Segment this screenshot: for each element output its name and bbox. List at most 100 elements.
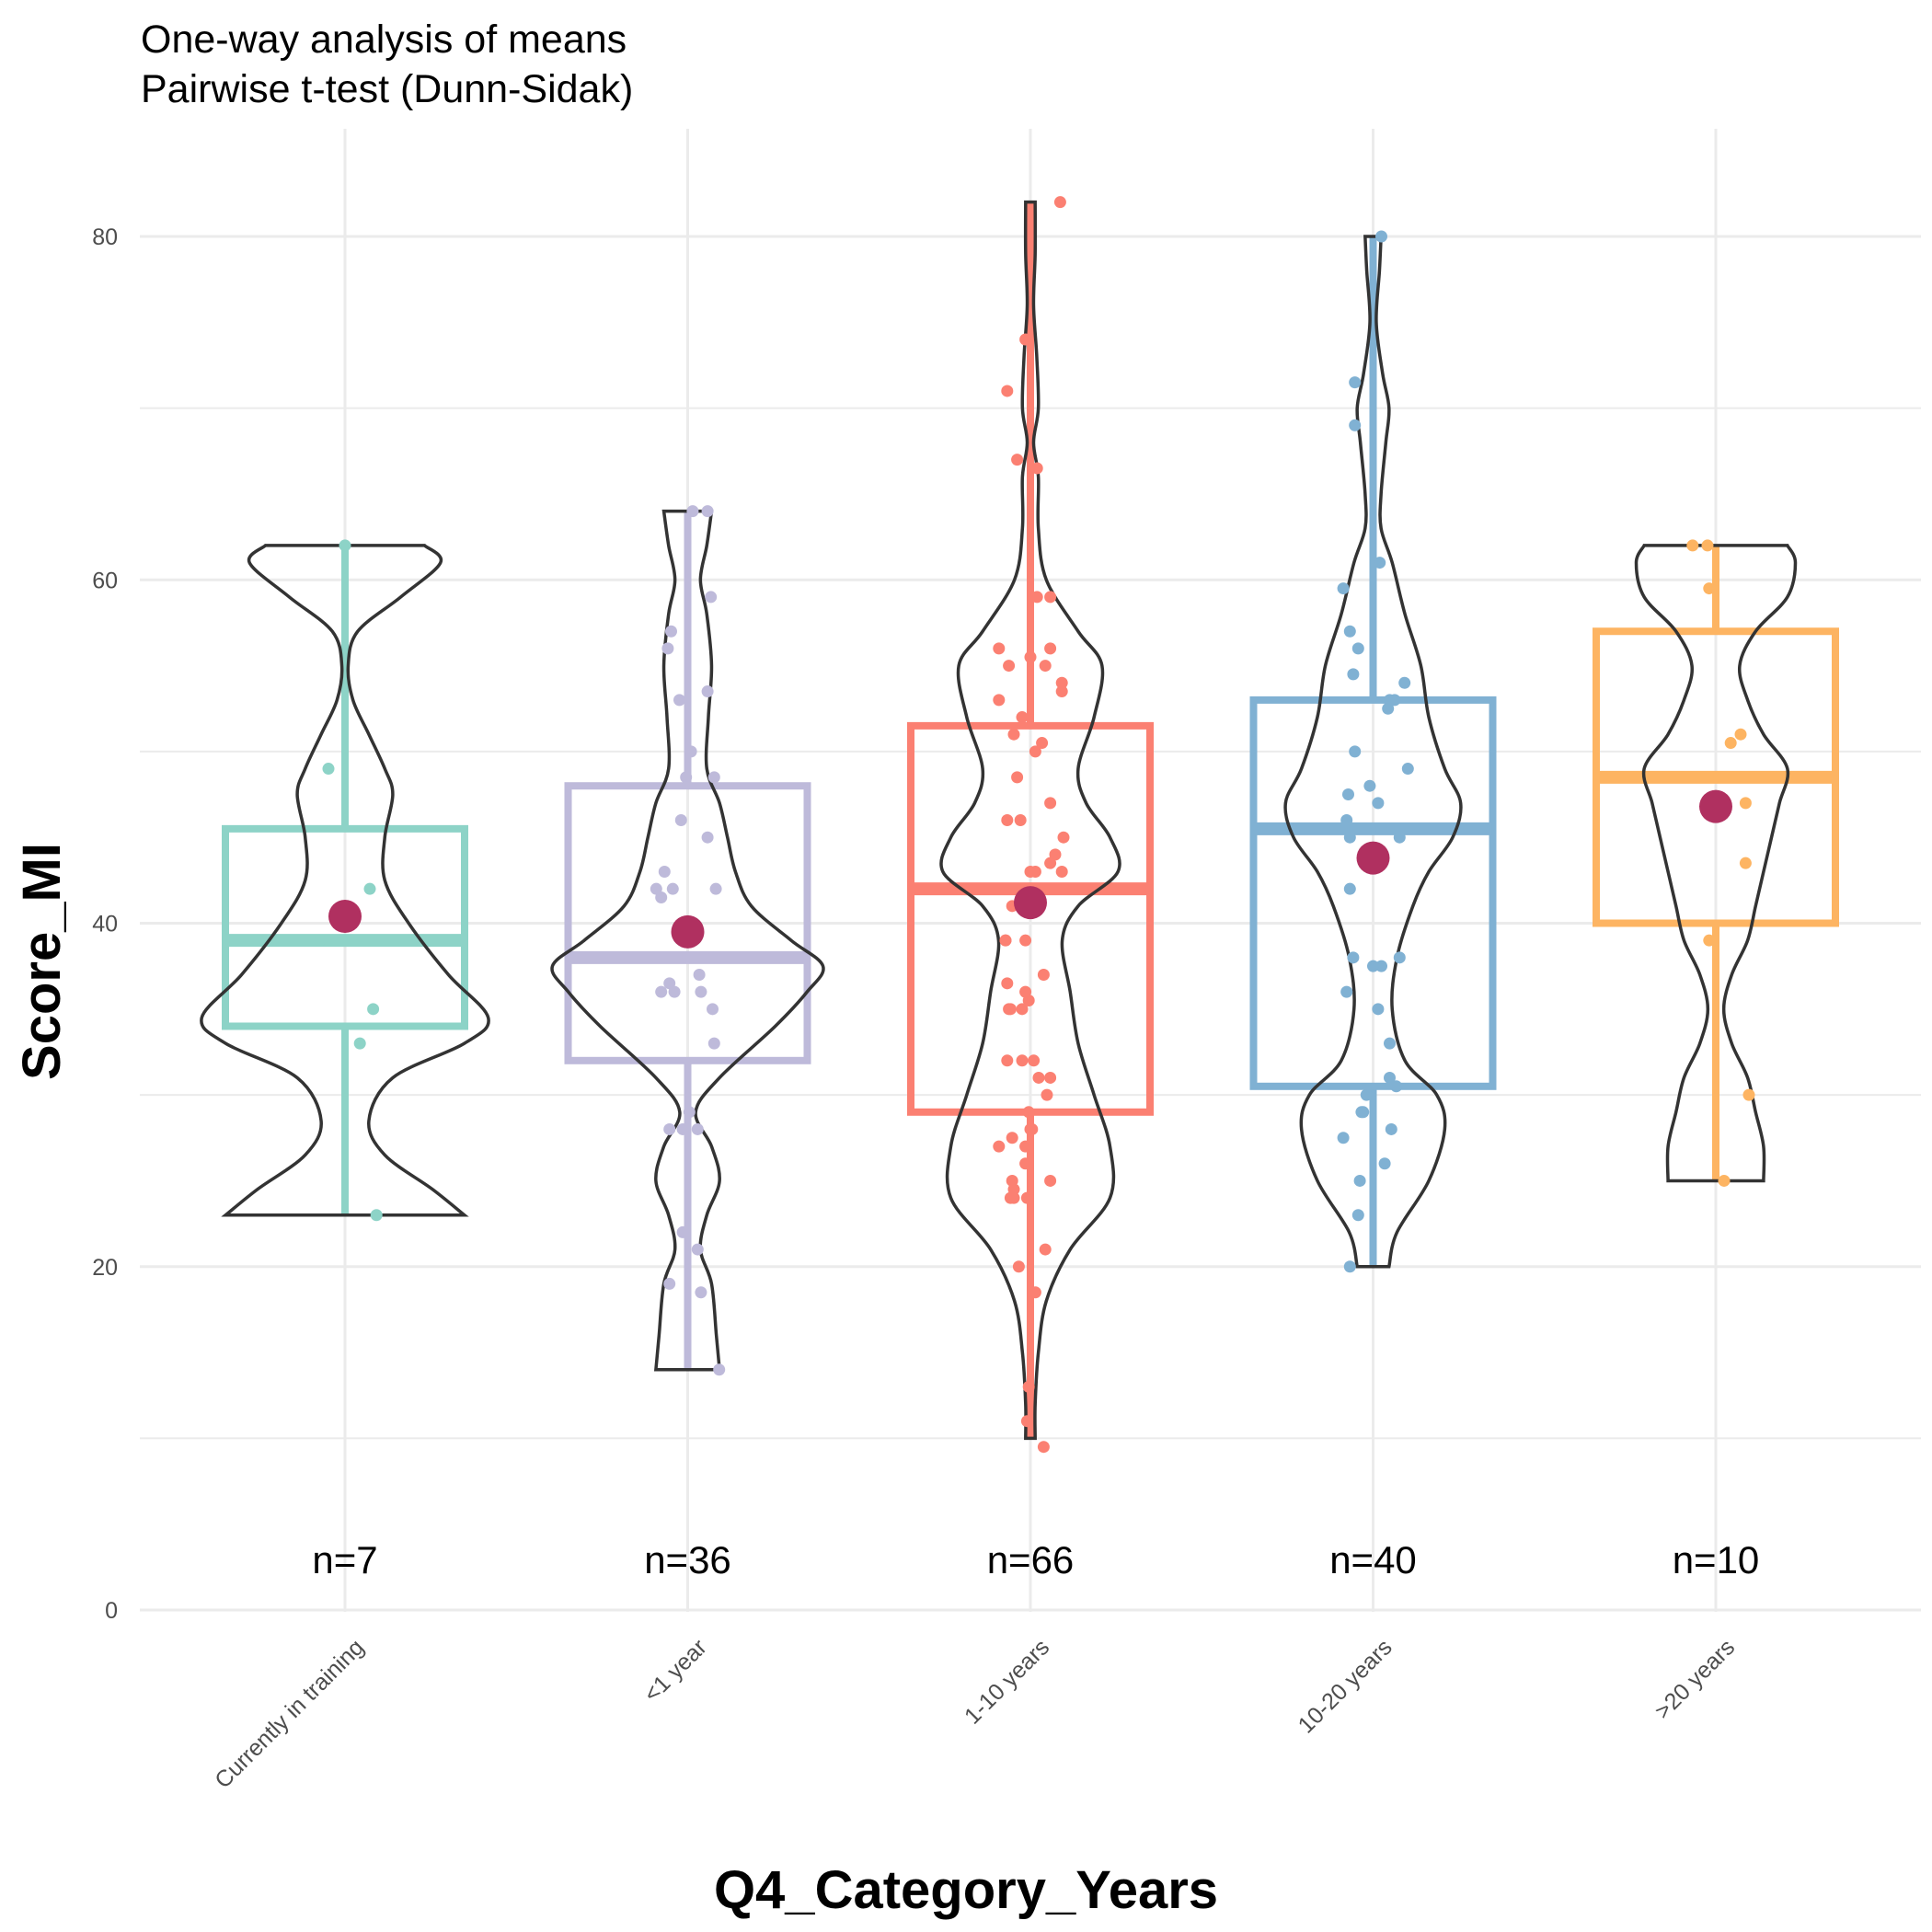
data-point bbox=[674, 814, 687, 827]
data-point bbox=[1372, 1003, 1385, 1016]
data-point bbox=[680, 771, 693, 784]
data-point bbox=[314, 934, 327, 947]
data-point bbox=[1037, 1441, 1050, 1454]
data-point bbox=[1734, 728, 1747, 741]
data-point bbox=[1337, 582, 1350, 595]
data-point bbox=[1028, 1054, 1041, 1067]
data-point bbox=[1053, 196, 1066, 209]
data-point bbox=[1343, 831, 1356, 844]
data-point bbox=[999, 934, 1012, 947]
data-point bbox=[1001, 814, 1014, 827]
data-point bbox=[1374, 557, 1386, 569]
n-label: n=40 bbox=[1329, 1538, 1417, 1581]
data-point bbox=[1718, 1174, 1731, 1187]
data-point bbox=[661, 642, 674, 655]
mean-point bbox=[1356, 841, 1390, 875]
data-point bbox=[1039, 660, 1052, 673]
data-point bbox=[1036, 737, 1049, 750]
data-point bbox=[1351, 1209, 1364, 1222]
data-point bbox=[1393, 951, 1406, 964]
data-point bbox=[1398, 676, 1411, 689]
chart-subtitle: Pairwise t-test (Dunn-Sidak) bbox=[141, 67, 634, 111]
data-point bbox=[668, 985, 681, 998]
data-point bbox=[1375, 822, 1387, 835]
data-point bbox=[1055, 685, 1068, 698]
data-point bbox=[1026, 1122, 1039, 1135]
data-point bbox=[713, 1363, 726, 1376]
x-tick-label: >20 years bbox=[1650, 1634, 1740, 1724]
violin-outline bbox=[1283, 235, 1463, 1269]
data-point bbox=[1030, 591, 1043, 604]
box bbox=[222, 824, 468, 1030]
data-point bbox=[1349, 376, 1362, 389]
data-point bbox=[1739, 857, 1752, 869]
data-point bbox=[709, 882, 722, 895]
box bbox=[564, 782, 811, 1064]
data-point bbox=[1703, 582, 1716, 595]
data-point bbox=[673, 694, 685, 707]
mean-point bbox=[1699, 789, 1732, 823]
data-point bbox=[1003, 660, 1016, 673]
data-point bbox=[1375, 230, 1387, 243]
data-point bbox=[1343, 1260, 1356, 1273]
violin-outline bbox=[1634, 544, 1798, 1183]
data-point bbox=[1742, 1088, 1755, 1101]
data-point bbox=[1363, 779, 1376, 792]
data-point bbox=[1347, 951, 1360, 964]
data-point bbox=[1375, 960, 1387, 972]
data-point bbox=[1029, 866, 1041, 879]
x-tick-label: 10-20 years bbox=[1294, 1634, 1397, 1738]
data-point bbox=[676, 1225, 689, 1238]
data-point bbox=[1029, 1286, 1041, 1299]
data-point bbox=[1029, 745, 1041, 758]
data-point bbox=[684, 745, 697, 758]
data-point bbox=[1343, 625, 1356, 638]
data-point bbox=[1739, 797, 1752, 810]
data-point bbox=[1340, 814, 1353, 827]
data-point bbox=[1037, 968, 1050, 981]
data-point bbox=[665, 625, 677, 638]
y-axis-label: Score_MI bbox=[12, 843, 72, 1080]
data-point bbox=[1014, 814, 1027, 827]
data-point bbox=[1349, 419, 1362, 431]
data-point bbox=[1055, 866, 1068, 879]
data-point bbox=[701, 831, 714, 844]
data-point bbox=[655, 891, 668, 904]
data-point bbox=[1020, 1415, 1033, 1428]
data-point bbox=[691, 1243, 704, 1256]
data-point bbox=[707, 1037, 720, 1050]
box bbox=[1249, 696, 1497, 1090]
data-point bbox=[1044, 797, 1057, 810]
x-axis-label: Q4_Category_Years bbox=[713, 1860, 1219, 1920]
n-label: n=36 bbox=[644, 1538, 731, 1581]
data-point bbox=[701, 505, 714, 518]
data-point bbox=[1044, 591, 1057, 604]
data-point bbox=[707, 771, 720, 784]
data-point bbox=[666, 882, 679, 895]
data-point bbox=[1030, 462, 1043, 475]
data-point bbox=[1001, 1054, 1014, 1067]
data-point bbox=[1057, 831, 1070, 844]
data-point bbox=[1039, 1243, 1052, 1256]
data-point bbox=[1724, 737, 1737, 750]
data-point bbox=[1020, 1191, 1033, 1204]
data-point bbox=[322, 763, 335, 776]
data-point bbox=[1337, 1132, 1350, 1144]
data-point bbox=[1004, 1003, 1017, 1016]
data-point bbox=[363, 882, 376, 895]
data-point bbox=[993, 1140, 1006, 1153]
data-point bbox=[1390, 1080, 1403, 1093]
x-tick-label: <1 year bbox=[638, 1634, 711, 1707]
data-point bbox=[1006, 1132, 1018, 1144]
data-point bbox=[676, 1122, 689, 1135]
x-tick-label: 1-10 years bbox=[960, 1634, 1054, 1729]
data-point bbox=[1007, 1191, 1020, 1204]
data-point bbox=[655, 985, 668, 998]
n-label: n=66 bbox=[987, 1538, 1075, 1581]
data-point bbox=[370, 1209, 383, 1222]
data-point bbox=[1360, 1088, 1373, 1101]
violin-outline bbox=[550, 509, 825, 1372]
data-point bbox=[1019, 1140, 1032, 1153]
data-point bbox=[1351, 642, 1364, 655]
